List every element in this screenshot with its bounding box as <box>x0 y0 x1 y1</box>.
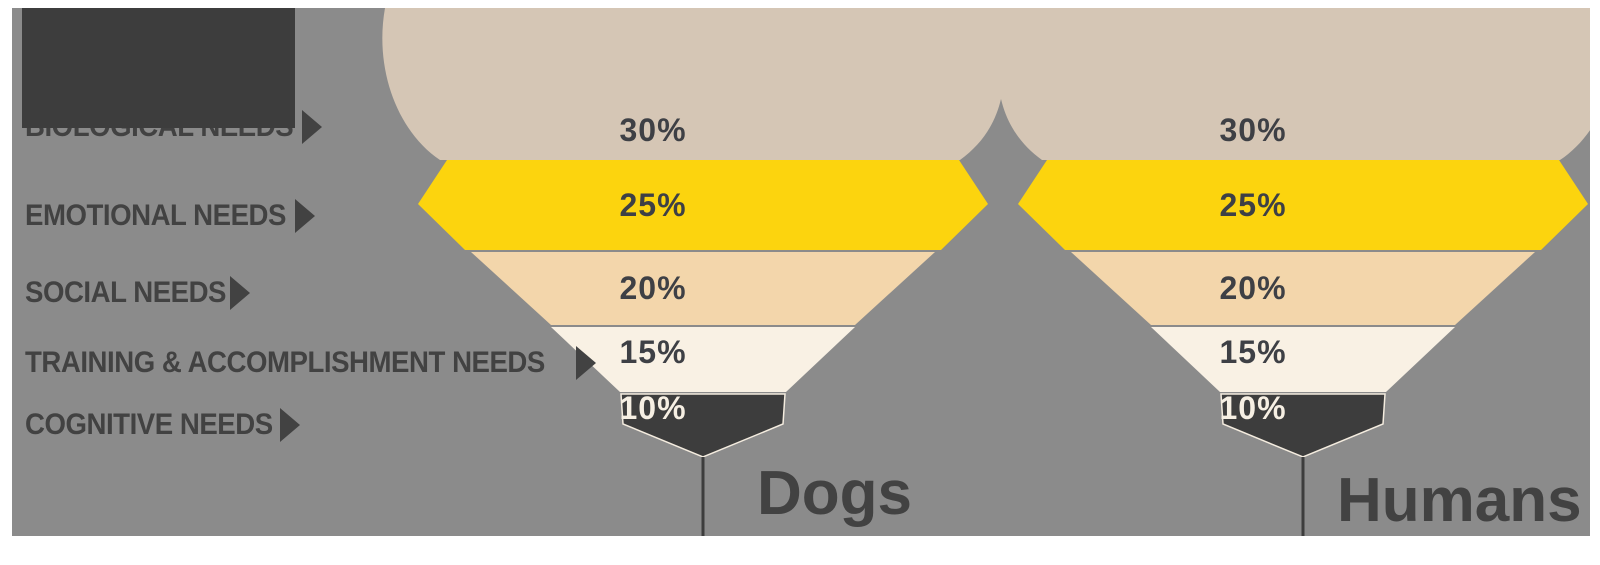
value-label-20-left: 20% <box>619 270 687 306</box>
arrow-right-icon <box>576 346 597 380</box>
band-30pct-domes <box>382 8 1590 160</box>
value-label-25-left: 25% <box>619 187 687 223</box>
band-20pct-left <box>471 252 935 325</box>
chart-canvas: BIOLOGICAL NEEDS EMOTIONAL NEEDS SOCIAL … <box>12 8 1590 536</box>
band-25pct-right <box>1018 160 1588 250</box>
band-10pct-right <box>1220 393 1386 458</box>
band-20pct-right <box>1071 252 1535 325</box>
arrow-right-icon <box>294 199 315 233</box>
value-label-10-right: 10% <box>1219 390 1287 426</box>
value-label-15-left: 15% <box>619 334 687 370</box>
value-label-25-right: 25% <box>1219 187 1287 223</box>
legend-item-label: TRAINING & ACCOMPLISHMENT NEEDS <box>25 346 545 379</box>
group-label-dogs: Dogs <box>757 459 912 528</box>
band-10pct-left <box>620 393 786 458</box>
band-25pct-left <box>418 160 988 250</box>
legend-item-training-accomplishment: TRAINING & ACCOMPLISHMENT NEEDS <box>25 342 597 384</box>
value-label-15-right: 15% <box>1219 334 1287 370</box>
value-label-20-right: 20% <box>1219 270 1287 306</box>
value-label-10-left: 10% <box>619 390 687 426</box>
band-15pct-left <box>551 327 855 392</box>
arrow-right-icon <box>302 110 323 144</box>
group-label-humans: Humans <box>1337 466 1582 535</box>
value-label-30-right: 30% <box>1219 112 1287 148</box>
legend-item-label: SOCIAL NEEDS <box>25 276 227 309</box>
legend-item-label: COGNITIVE NEEDS <box>25 408 273 441</box>
legend-item-label: EMOTIONAL NEEDS <box>25 199 286 232</box>
value-label-30-left: 30% <box>619 112 687 148</box>
funnel-chart-svg <box>382 8 1590 536</box>
legend-item-social: SOCIAL NEEDS <box>25 272 250 314</box>
band-15pct-right <box>1151 327 1455 392</box>
arrow-right-icon <box>280 408 301 442</box>
legend-item-emotional: EMOTIONAL NEEDS <box>25 195 315 237</box>
arrow-right-icon <box>229 276 250 310</box>
legend-item-cognitive: COGNITIVE NEEDS <box>25 404 301 446</box>
title-block <box>22 8 295 128</box>
